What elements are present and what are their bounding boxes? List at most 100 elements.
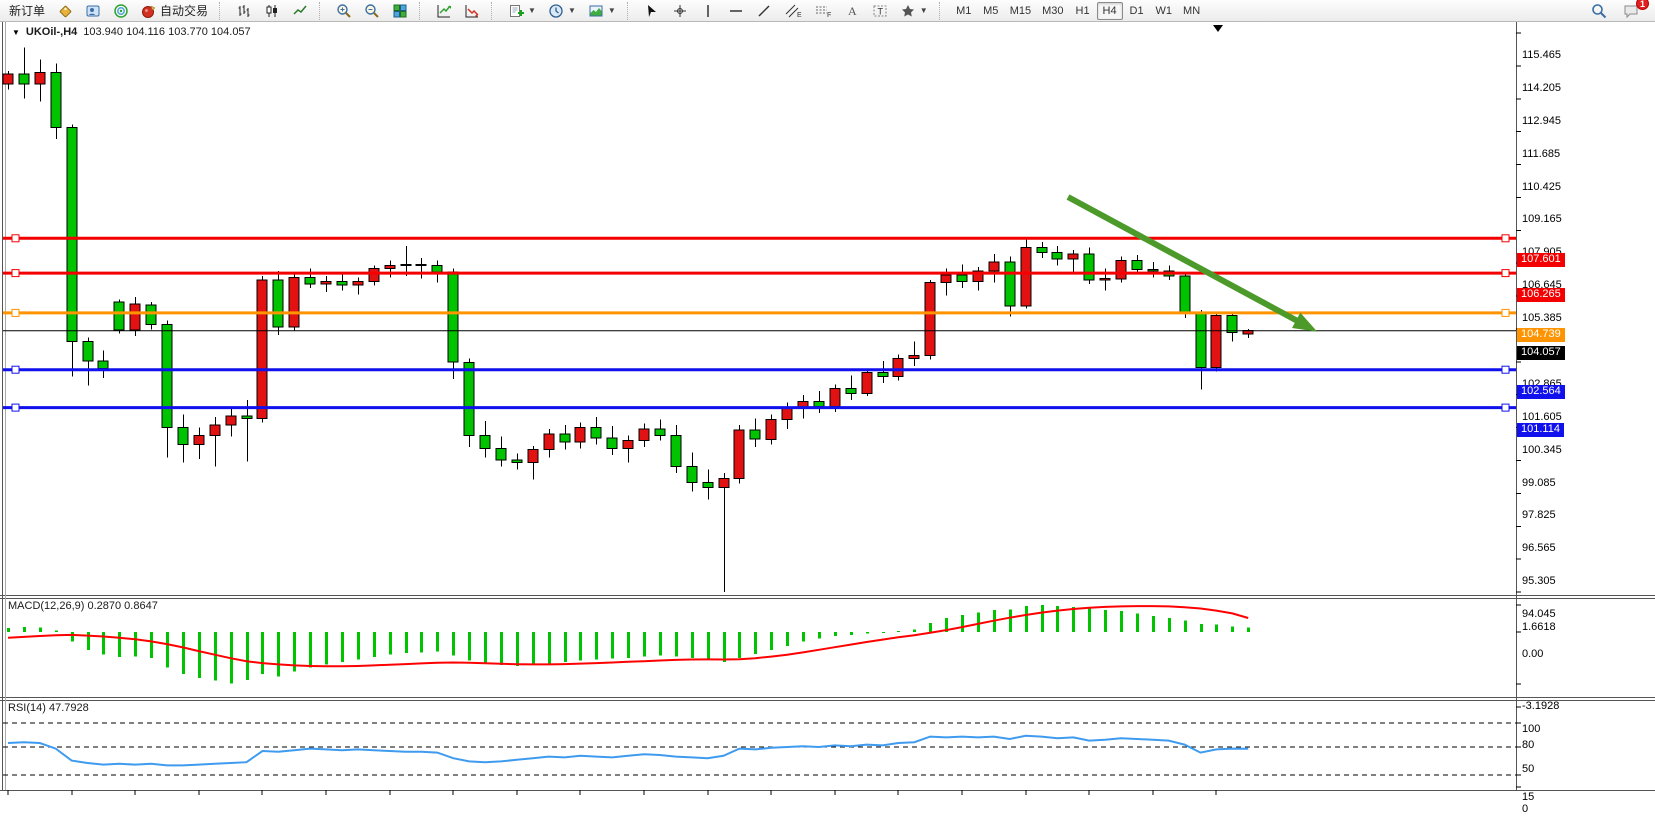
new-order-tag-icon[interactable] xyxy=(52,1,78,21)
crosshair-icon[interactable] xyxy=(667,1,693,21)
level-line-handle[interactable] xyxy=(11,403,1510,412)
price-tick-label: 99.085 xyxy=(1522,476,1556,489)
svg-text:E: E xyxy=(797,12,802,19)
price-tick-label: 112.945 xyxy=(1522,114,1561,127)
svg-text:F: F xyxy=(827,12,831,19)
cursor-icon[interactable] xyxy=(639,1,665,21)
toolbar-separator xyxy=(491,1,498,20)
chart-symbol-period: UKOil-,H4 xyxy=(25,26,78,38)
horizontal-line-icon[interactable] xyxy=(723,1,749,21)
macd-indicator-label: MACD(12,26,9) 0.2870 0.8647 xyxy=(8,600,158,612)
axis-tick-marks xyxy=(7,32,1521,795)
fibonacci-icon[interactable]: F xyxy=(809,1,837,21)
equidistant-channel-icon[interactable]: E xyxy=(779,1,807,21)
auto-trading-button[interactable]: 自动交易 xyxy=(136,1,213,21)
shapes-icon[interactable]: ▼ xyxy=(895,1,933,21)
timeframe-button-w1[interactable]: W1 xyxy=(1151,2,1178,20)
tile-windows-icon[interactable] xyxy=(387,1,413,21)
svg-text:A: A xyxy=(848,4,857,18)
price-tick-label: 111.685 xyxy=(1522,147,1561,160)
new-chart-button[interactable]: ▼ xyxy=(503,1,541,21)
text-label-icon[interactable]: T xyxy=(867,1,893,21)
price-level-tag: 107.601 xyxy=(1517,253,1565,268)
market-watch-icon[interactable] xyxy=(80,1,106,21)
price-level-tag: 104.739 xyxy=(1517,327,1565,342)
timeframe-group: M1 M5 M15 M30 H1 H4 D1 W1 MN xyxy=(951,1,1205,20)
pane-dividers xyxy=(0,22,1655,791)
chevron-down-icon: ▼ xyxy=(528,6,536,15)
macd-tick-label: -3.1928 xyxy=(1522,700,1560,712)
vertical-line-icon[interactable] xyxy=(695,1,721,21)
candlestick-chart-icon[interactable] xyxy=(259,1,285,21)
timeframe-button-m30[interactable]: M30 xyxy=(1037,2,1068,20)
period-button[interactable]: ▼ xyxy=(543,1,581,21)
chevron-down-icon: ▼ xyxy=(919,6,928,15)
chart-graphics xyxy=(0,22,1655,795)
template-button[interactable]: ▼ xyxy=(583,1,621,21)
new-order-button[interactable]: 新订单 xyxy=(4,1,50,21)
price-tick-label: 110.425 xyxy=(1522,180,1561,193)
text-icon[interactable]: A xyxy=(839,1,865,21)
rsi-indicator-label: RSI(14) 47.7928 xyxy=(8,702,89,714)
timeframe-button-h1[interactable]: H1 xyxy=(1070,2,1096,20)
price-tick-label: 94.045 xyxy=(1522,608,1556,621)
zoom-in-icon[interactable] xyxy=(331,1,357,21)
macd-signal-line xyxy=(7,605,1249,668)
toolbar-separator xyxy=(626,1,634,20)
svg-text:T: T xyxy=(877,6,883,16)
chevron-down-icon: ▼ xyxy=(567,6,576,15)
price-tick-label: 109.165 xyxy=(1522,213,1562,226)
line-chart-icon[interactable] xyxy=(287,1,313,21)
toolbar-right-group: 1 xyxy=(1586,0,1651,21)
rsi-tick-label: 100 xyxy=(1522,723,1541,735)
price-tick-label: 100.345 xyxy=(1522,443,1562,456)
trendline-icon[interactable] xyxy=(751,1,777,21)
rsi-tick-label: 80 xyxy=(1522,739,1535,751)
price-tick-label: 96.565 xyxy=(1522,542,1556,555)
chart-ohlc-values: 103.940 104.116 103.770 104.057 xyxy=(83,26,251,38)
chart-window[interactable]: ▼ UKOil-,H4 103.940 104.116 103.770 104.… xyxy=(0,22,1655,817)
timeframe-button-m15[interactable]: M15 xyxy=(1005,2,1036,20)
notifications-icon[interactable]: 1 xyxy=(1618,0,1649,21)
chevron-down-icon: ▼ xyxy=(607,6,616,15)
current-price-tag: 104.057 xyxy=(1517,345,1565,360)
toolbar: 新订单 自动交易 xyxy=(0,0,1655,22)
price-tick-label: 97.825 xyxy=(1522,509,1556,522)
search-icon[interactable] xyxy=(1586,1,1612,21)
timeframe-button-d1[interactable]: D1 xyxy=(1124,2,1150,20)
price-tick-label: 115.465 xyxy=(1522,49,1561,61)
candlestick-series xyxy=(2,47,1254,592)
macd-tick-label: 0.00 xyxy=(1522,648,1544,660)
level-line-handle[interactable] xyxy=(11,308,1510,317)
toolbar-separator xyxy=(419,1,426,20)
level-line-handle[interactable] xyxy=(11,365,1510,374)
price-tick-label: 101.605 xyxy=(1522,410,1562,423)
notification-badge: 1 xyxy=(1636,0,1649,10)
toolbar-separator xyxy=(938,1,946,20)
toolbar-separator xyxy=(319,1,326,20)
rsi-tick-label: 15 xyxy=(1522,791,1535,803)
trend-arrow-annotation[interactable] xyxy=(1066,194,1318,332)
level-line-handle[interactable] xyxy=(11,234,1510,243)
chart-title: ▼ UKOil-,H4 103.940 104.116 103.770 104.… xyxy=(12,26,251,38)
timeframe-button-m1[interactable]: M1 xyxy=(951,2,977,20)
zoom-out-icon[interactable] xyxy=(359,1,385,21)
new-order-label: 新订单 xyxy=(9,4,46,18)
indicators-window-icon[interactable] xyxy=(431,1,457,21)
price-tick-label: 95.305 xyxy=(1522,575,1556,588)
timeframe-button-mn[interactable]: MN xyxy=(1178,2,1205,20)
price-level-tag: 101.114 xyxy=(1517,422,1564,437)
bar-chart-icon[interactable] xyxy=(231,1,257,21)
collapse-triangle-icon[interactable]: ▼ xyxy=(12,27,20,37)
signals-icon[interactable] xyxy=(108,1,134,21)
rsi-tick-label: 0 xyxy=(1522,803,1529,815)
level-line-handle[interactable] xyxy=(11,269,1510,278)
objects-window-icon[interactable] xyxy=(459,1,485,21)
timeframe-button-m5[interactable]: M5 xyxy=(978,2,1004,20)
price-level-tag: 102.564 xyxy=(1517,384,1565,399)
price-tick-label: 105.385 xyxy=(1522,312,1562,325)
timeframe-button-h4[interactable]: H4 xyxy=(1096,1,1123,20)
chart-shift-marker-icon[interactable] xyxy=(1213,25,1223,32)
rsi-line xyxy=(7,734,1249,767)
